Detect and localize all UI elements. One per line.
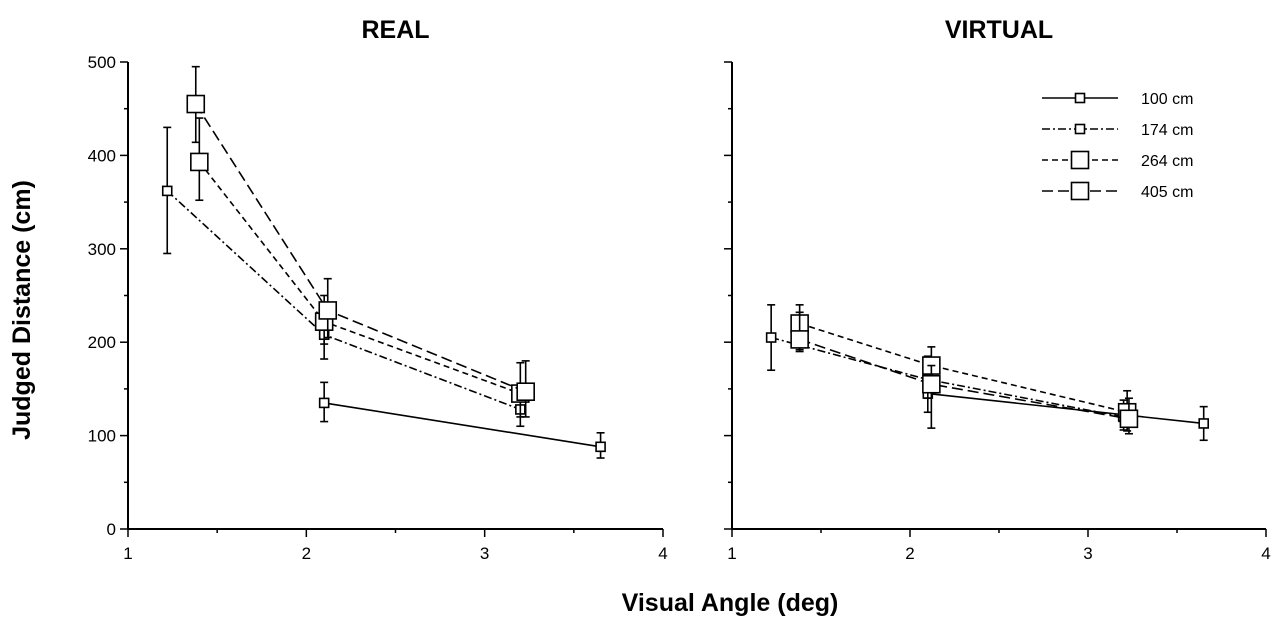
y-tick-label: 500 [88, 53, 116, 72]
x-tick-label: 4 [1261, 544, 1270, 563]
series-line-174-cm [166, 190, 521, 411]
legend-marker [1074, 92, 1086, 104]
data-point-100-cm [318, 397, 330, 409]
panel-title: VIRTUAL [945, 16, 1053, 44]
data-point-174-cm [161, 185, 173, 197]
data-point-405-cm [318, 301, 338, 320]
data-point-405-cm [922, 374, 941, 394]
x-axis-label: Visual Angle (deg) [622, 589, 839, 617]
x-tick-label: 4 [658, 544, 667, 563]
panel-real: REAL 0 100 200 300 400 500 1 2 3 4 [88, 16, 668, 563]
legend-marker [1074, 123, 1086, 135]
data-point-405-cm [1119, 409, 1139, 429]
data-point-405-cm [516, 382, 535, 402]
legend-label: 174 cm [1141, 122, 1193, 139]
x-tick-label: 3 [1083, 544, 1092, 563]
series-line-264-cm [799, 322, 1128, 414]
legend-marker [1070, 150, 1090, 170]
y-tick-label: 300 [88, 240, 116, 259]
legend: 100 cm 174 cm 264 cm 405 cm [1042, 91, 1193, 201]
series-line-174-cm [770, 336, 1124, 418]
y-tick-label: 200 [88, 333, 116, 352]
panel-virtual: VIRTUAL 1 2 3 4 [724, 16, 1271, 563]
series-line-100-cm [324, 402, 601, 448]
data-point-405-cm [186, 94, 206, 114]
panel-title: REAL [361, 16, 429, 44]
data-point-174-cm [765, 332, 777, 343]
data-point-264-cm [190, 152, 209, 172]
legend-label: 100 cm [1141, 91, 1193, 108]
y-tick-label: 0 [107, 520, 116, 539]
series-line-264-cm [198, 161, 521, 395]
y-tick-label: 100 [88, 427, 116, 446]
series-line-405-cm [799, 338, 1130, 420]
data-point-100-cm [1198, 418, 1209, 429]
x-tick-label: 1 [727, 544, 736, 563]
y-axis-label: Judged Distance (cm) [8, 180, 36, 440]
legend-marker [1070, 181, 1090, 201]
y-tick-label: 400 [88, 146, 116, 165]
x-tick-label: 3 [480, 544, 489, 563]
x-tick-label: 2 [905, 544, 914, 563]
x-tick-label: 2 [302, 544, 311, 563]
data-point-100-cm [595, 441, 606, 453]
legend-label: 264 cm [1141, 153, 1193, 170]
data-point-405-cm [790, 330, 809, 349]
legend-label: 405 cm [1141, 184, 1193, 201]
x-tick-label: 1 [123, 544, 132, 563]
